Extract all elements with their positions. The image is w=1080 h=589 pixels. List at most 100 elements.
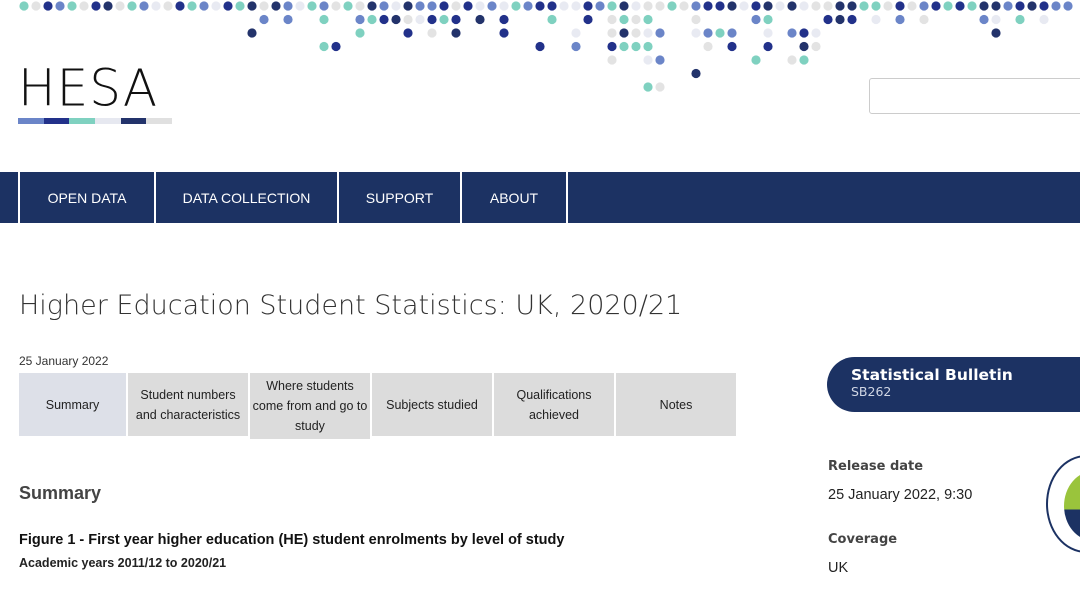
logo-bar-segment xyxy=(146,118,173,124)
pattern-dot xyxy=(799,1,809,11)
coverage-label: Coverage xyxy=(828,532,898,547)
pattern-dot xyxy=(655,28,665,38)
pattern-dot xyxy=(643,14,653,25)
nav-about[interactable]: ABOUT xyxy=(462,172,568,223)
nav-open-data[interactable]: OPEN DATA xyxy=(20,172,156,223)
pattern-dot xyxy=(979,14,989,25)
pattern-dot xyxy=(703,28,713,38)
pattern-dot xyxy=(967,1,977,11)
pattern-dot xyxy=(499,14,509,25)
pattern-dot xyxy=(835,14,845,25)
pattern-dot xyxy=(475,1,485,11)
hesa-logo[interactable]: HESA xyxy=(18,58,173,124)
pattern-dot xyxy=(427,1,437,11)
pattern-dot xyxy=(799,41,809,52)
pattern-dot xyxy=(631,28,641,38)
pattern-dot xyxy=(751,14,761,25)
pattern-dot xyxy=(247,28,257,38)
pattern-dot xyxy=(751,55,761,65)
pattern-dot xyxy=(607,55,617,65)
pattern-dot xyxy=(319,1,329,11)
pattern-dot xyxy=(811,41,821,52)
nav-support[interactable]: SUPPORT xyxy=(339,172,462,223)
pattern-dot xyxy=(115,1,125,11)
section-heading: Summary xyxy=(19,483,102,503)
tab-student-numbers[interactable]: Student numbers and characteristics xyxy=(128,373,250,436)
pattern-dot xyxy=(979,1,989,11)
pattern-dot xyxy=(259,14,269,25)
pattern-dot xyxy=(655,82,665,92)
pattern-dot xyxy=(691,68,701,79)
pattern-dot xyxy=(1039,14,1049,25)
pattern-dot xyxy=(1051,1,1061,11)
pattern-dot xyxy=(871,14,881,25)
tab-where-students[interactable]: Where students come from and go to study xyxy=(250,373,372,439)
coverage-value: UK xyxy=(828,560,849,576)
pattern-dot xyxy=(475,14,485,25)
tab-notes[interactable]: Notes xyxy=(616,373,738,436)
pattern-dot xyxy=(619,14,629,25)
pattern-dot xyxy=(823,14,833,25)
pattern-dot xyxy=(667,1,677,11)
pattern-dot xyxy=(775,1,785,11)
pattern-dot xyxy=(199,1,209,11)
pattern-dot xyxy=(895,14,905,25)
pattern-dot xyxy=(787,1,797,11)
page-title: Higher Education Student Statistics: UK,… xyxy=(19,290,683,321)
pattern-dot xyxy=(799,28,809,38)
tab-qualifications[interactable]: Qualifications achieved xyxy=(494,373,616,436)
pattern-dot xyxy=(607,41,617,52)
logo-bar-segment xyxy=(120,118,147,124)
pattern-dot xyxy=(799,55,809,65)
pattern-dot xyxy=(991,1,1001,11)
pattern-dot xyxy=(763,28,773,38)
nav-data-collection[interactable]: DATA COLLECTION xyxy=(156,172,339,223)
national-statistics-badge xyxy=(1046,455,1080,553)
pattern-dot xyxy=(643,41,653,52)
pattern-dot xyxy=(583,14,593,25)
pattern-dot xyxy=(931,1,941,11)
pattern-dot xyxy=(403,14,413,25)
pattern-dot xyxy=(511,1,521,11)
pattern-dot xyxy=(811,1,821,11)
tab-subjects[interactable]: Subjects studied xyxy=(372,373,494,436)
pattern-dot xyxy=(763,41,773,52)
pattern-dot xyxy=(643,28,653,38)
pattern-dot xyxy=(919,14,929,25)
pattern-dot xyxy=(271,1,281,11)
pattern-dot xyxy=(571,1,581,11)
pattern-dot xyxy=(103,1,113,11)
pattern-dot xyxy=(55,1,65,11)
pattern-dot xyxy=(919,1,929,11)
pattern-dot xyxy=(811,28,821,38)
pattern-dot xyxy=(739,1,749,11)
pattern-dot xyxy=(703,1,713,11)
release-date-value: 25 January 2022, 9:30 xyxy=(828,487,973,503)
pattern-dot xyxy=(319,14,329,25)
pattern-dot xyxy=(607,28,617,38)
pattern-dot xyxy=(535,41,545,52)
pattern-dot xyxy=(343,1,353,11)
pattern-dot xyxy=(619,28,629,38)
pattern-dot xyxy=(451,1,461,11)
pattern-dot xyxy=(355,1,365,11)
pattern-dot xyxy=(451,14,461,25)
pattern-dot xyxy=(847,1,857,11)
pattern-dot xyxy=(367,14,377,25)
pattern-dot xyxy=(595,1,605,11)
pattern-dot xyxy=(643,55,653,65)
pattern-dot xyxy=(991,14,1001,25)
release-date-label: Release date xyxy=(828,459,924,474)
pattern-dot xyxy=(487,1,497,11)
search-input[interactable] xyxy=(869,78,1080,114)
pattern-dot xyxy=(631,1,641,11)
logo-bar-segment xyxy=(69,118,96,124)
pattern-dot xyxy=(295,1,305,11)
tab-summary[interactable]: Summary xyxy=(19,373,128,436)
pattern-dot xyxy=(787,28,797,38)
pattern-dot xyxy=(607,1,617,11)
pattern-dot xyxy=(571,41,581,52)
pattern-dot xyxy=(619,41,629,52)
pattern-dot xyxy=(379,14,389,25)
logo-text: HESA xyxy=(18,58,159,118)
